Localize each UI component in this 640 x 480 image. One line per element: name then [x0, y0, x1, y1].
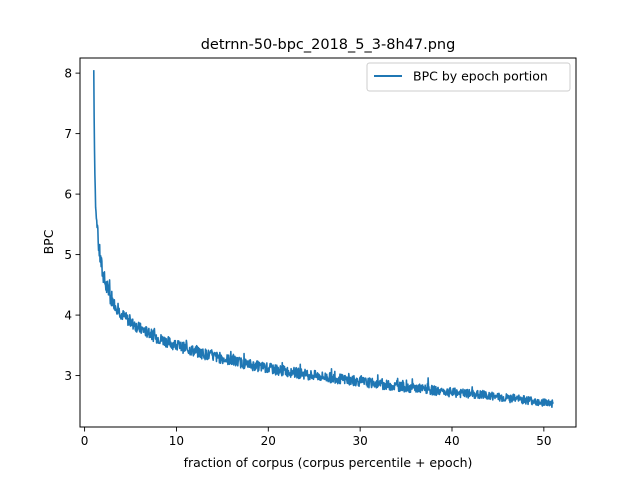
series-line-0	[92, 70, 554, 409]
legend: BPC by epoch portion	[366, 62, 571, 92]
plot-area	[79, 57, 577, 428]
y-tick-label: 7	[64, 127, 72, 141]
plot-background	[80, 58, 576, 427]
x-tick-label: 50	[536, 434, 551, 448]
x-tick-label: 10	[169, 434, 184, 448]
y-tick-label: 8	[64, 67, 72, 81]
y-tick-label: 3	[64, 369, 72, 383]
x-tick-label: 0	[81, 434, 89, 448]
y-tick-label: 4	[64, 309, 72, 323]
x-axis-label: fraction of corpus (corpus percentile + …	[184, 455, 473, 470]
x-tick-label: 20	[261, 434, 276, 448]
y-tick-label: 5	[64, 248, 72, 262]
chart-title: detrnn-50-bpc_2018_5_3-8h47.png	[201, 37, 456, 53]
plot-frame	[79, 57, 577, 428]
y-tick-label: 6	[64, 188, 72, 202]
x-tick-label: 30	[353, 434, 368, 448]
y-axis-label: BPC	[41, 229, 56, 254]
series-layer	[92, 70, 554, 409]
y-axis-ticks: 3 4 5 6 7 8	[64, 67, 80, 383]
x-axis-ticks: 0 10 20 30 40 50	[81, 427, 551, 448]
x-tick-label: 40	[444, 434, 459, 448]
legend-box	[366, 62, 571, 92]
legend-entry-label: BPC by epoch portion	[413, 69, 548, 84]
